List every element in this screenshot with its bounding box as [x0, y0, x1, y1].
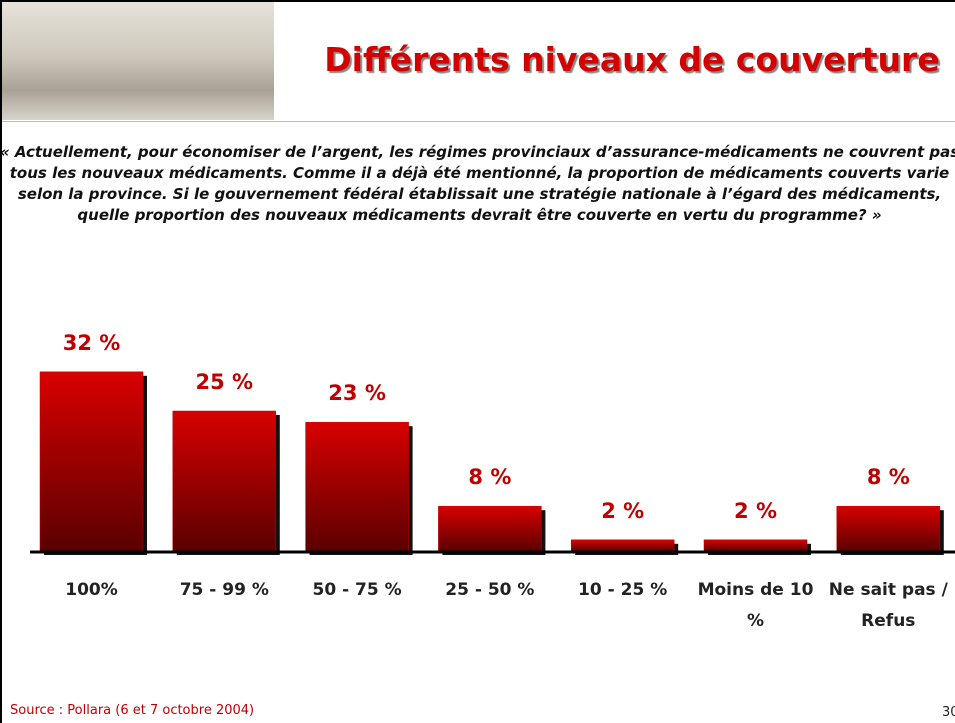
category-label: 75 - 99 % — [159, 575, 289, 606]
source: Source : Pollara (6 et 7 octobre 2004) — [10, 703, 254, 718]
category-label: Moins de 10 % — [691, 575, 821, 637]
category-label: 100% — [27, 575, 157, 606]
value-label: 23 % — [328, 381, 386, 405]
value-label: 2 % — [734, 499, 777, 523]
value-label: 8 % — [468, 465, 511, 489]
bar — [438, 506, 541, 551]
bar — [704, 540, 807, 551]
category-label: 10 - 25 % — [558, 575, 688, 606]
value-label: 32 % — [63, 331, 121, 355]
page-number: 30 — [942, 705, 955, 720]
value-label: 2 % — [601, 499, 644, 523]
value-label: 8 % — [867, 465, 910, 489]
category-label: 25 - 50 % — [425, 575, 555, 606]
category-label: 50 - 75 % — [292, 575, 422, 606]
bar — [173, 411, 276, 551]
category-label: Ne sait pas / Refus — [823, 575, 953, 637]
bar — [306, 422, 409, 551]
value-label: 25 % — [196, 370, 254, 394]
bar — [837, 506, 940, 551]
slide: Différents niveaux de couverture « Actue… — [0, 0, 955, 723]
bar — [571, 540, 674, 551]
bar — [40, 372, 143, 551]
